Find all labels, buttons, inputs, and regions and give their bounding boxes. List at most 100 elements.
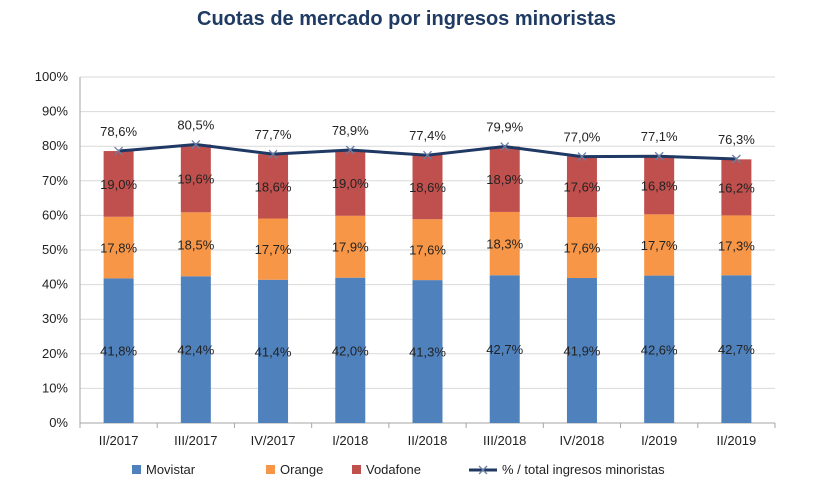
data-label-movistar: 42,4%: [177, 343, 214, 358]
legend: Movistar Orange Vodafone % / total ingresos…: [132, 462, 665, 477]
bar-vodafone: [335, 150, 366, 216]
bar-orange: [489, 211, 520, 276]
bar-movistar: [412, 280, 443, 423]
data-label-movistar: 42,7%: [486, 342, 523, 357]
y-tick-label: 0%: [49, 415, 68, 430]
bar-vodafone: [489, 146, 520, 212]
legend-marker: [478, 465, 488, 475]
data-label-total: 80,5%: [177, 117, 214, 132]
bar-movistar: [566, 278, 597, 423]
total-line-marker: [731, 154, 741, 164]
bar-vodafone: [566, 156, 597, 218]
bar-movistar: [644, 275, 675, 423]
bar-movistar: [180, 276, 211, 423]
bar-orange: [412, 219, 443, 281]
data-label-vodafone: 18,9%: [486, 172, 523, 187]
data-label-movistar: 41,3%: [409, 345, 446, 360]
y-tick-label: 90%: [42, 104, 68, 119]
y-tick-label: 70%: [42, 173, 68, 188]
data-label-vodafone: 16,8%: [641, 178, 678, 193]
bar-movistar: [721, 275, 752, 423]
data-label-total: 76,3%: [718, 132, 755, 147]
data-label-vodafone: 19,0%: [332, 176, 369, 191]
data-label-movistar: 42,0%: [332, 343, 369, 358]
x-tick-label: II/2018: [408, 433, 448, 448]
data-label-orange: 17,8%: [100, 241, 137, 256]
data-label-vodafone: 17,6%: [564, 180, 601, 195]
chart-title: Cuotas de mercado por ingresos minorista…: [197, 8, 616, 30]
legend-label: % / total ingresos minoristas: [502, 462, 665, 477]
data-label-orange: 17,6%: [409, 243, 446, 258]
x-tick-label: I/2018: [332, 433, 368, 448]
data-label-total: 77,1%: [641, 129, 678, 144]
data-label-total: 77,0%: [564, 130, 601, 145]
bar-orange: [721, 215, 752, 276]
x-tick-label: II/2019: [717, 433, 757, 448]
data-label-orange: 17,7%: [641, 238, 678, 253]
bar-vodafone: [180, 144, 211, 213]
legend-swatch-orange: [266, 465, 275, 474]
legend-label: Orange: [280, 462, 323, 477]
data-label-vodafone: 18,6%: [409, 180, 446, 195]
y-tick-label: 80%: [42, 138, 68, 153]
data-label-vodafone: 16,2%: [718, 180, 755, 195]
total-line-marker: [423, 150, 432, 160]
legend-swatch-movistar: [132, 465, 141, 474]
data-label-vodafone: 19,6%: [177, 171, 214, 186]
total-line-marker: [500, 142, 510, 152]
data-label-total: 77,7%: [255, 127, 292, 142]
data-labels: 41,8% 17,8% 19,0% 42,4% 18,5% 19,6% 41,4% 17,7%…: [100, 117, 755, 359]
data-label-vodafone: 19,0%: [100, 177, 137, 192]
bar-vodafone: [412, 154, 443, 220]
data-label-movistar: 41,4%: [255, 344, 292, 359]
bar-orange: [103, 216, 134, 279]
x-tick-label: II/2017: [99, 433, 139, 448]
bar-movistar: [258, 279, 289, 423]
y-tick-label: 40%: [42, 277, 68, 292]
data-label-orange: 17,6%: [564, 241, 601, 256]
bar-movistar: [335, 277, 366, 423]
data-label-movistar: 42,7%: [718, 342, 755, 357]
data-label-orange: 18,5%: [177, 237, 214, 252]
total-line: [114, 140, 741, 164]
x-tick-label: I/2019: [641, 433, 677, 448]
y-tick-label: 50%: [42, 242, 68, 257]
legend-swatch-vodafone: [352, 465, 361, 474]
y-tick-label: 30%: [42, 311, 68, 326]
bar-movistar: [103, 278, 134, 423]
y-tick-label: 60%: [42, 207, 68, 222]
bar-vodafone: [644, 156, 675, 215]
total-line-marker: [114, 146, 124, 156]
total-line-marker: [654, 151, 664, 161]
data-label-movistar: 41,8%: [100, 344, 137, 359]
x-tick-label: IV/2018: [560, 433, 605, 448]
legend-label: Vodafone: [366, 462, 421, 477]
data-label-vodafone: 18,6%: [255, 179, 292, 194]
bar-movistar: [489, 275, 520, 423]
total-line-marker: [577, 152, 587, 162]
data-label-movistar: 42,6%: [641, 342, 678, 357]
x-tick-label: III/2017: [174, 433, 217, 448]
x-tick-label: III/2018: [483, 433, 526, 448]
data-label-movistar: 41,9%: [564, 344, 601, 359]
data-label-total: 78,6%: [100, 124, 137, 139]
y-tick-label: 10%: [42, 380, 68, 395]
bar-vodafone: [103, 151, 134, 217]
data-label-orange: 18,3%: [486, 237, 523, 252]
bar-orange: [566, 217, 597, 279]
bar-orange: [258, 218, 289, 280]
data-label-orange: 17,9%: [332, 240, 369, 255]
data-label-total: 79,9%: [486, 120, 523, 135]
bar-orange: [335, 215, 366, 278]
data-label-total: 77,4%: [409, 128, 446, 143]
y-tick-label: 100%: [35, 69, 69, 84]
bar-orange: [180, 212, 211, 277]
y-tick-label: 20%: [42, 346, 68, 361]
axes: 0% 10% 20% 30% 40% 50% 60% 70% 80% 90% 100% II/2017…: [35, 69, 776, 448]
bar-vodafone: [721, 159, 752, 216]
total-line-marker: [268, 149, 278, 159]
total-line-marker: [345, 145, 355, 155]
data-label-total: 78,9%: [332, 123, 369, 138]
x-tick-label: IV/2017: [251, 433, 296, 448]
bar-orange: [644, 214, 675, 276]
